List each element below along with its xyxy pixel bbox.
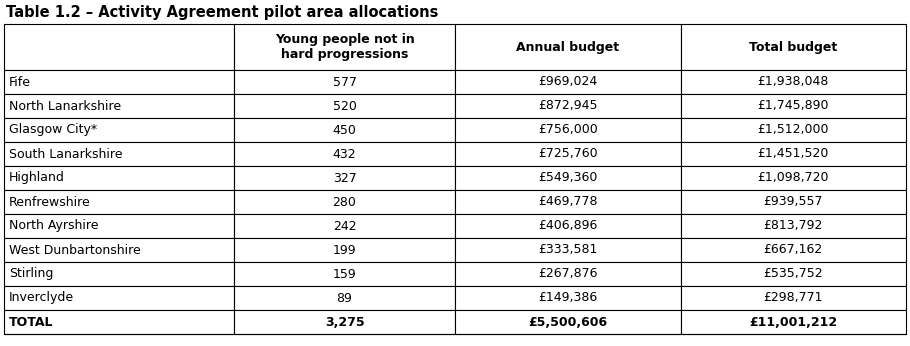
Bar [234, 310, 455, 334]
Bar [455, 238, 681, 262]
Bar [4, 310, 234, 334]
Bar [234, 262, 455, 286]
Text: Annual budget: Annual budget [516, 40, 620, 54]
Text: £149,386: £149,386 [538, 291, 597, 304]
Bar [455, 286, 681, 310]
Text: £406,896: £406,896 [538, 219, 598, 233]
Bar [4, 214, 234, 238]
Bar [455, 190, 681, 214]
Text: £872,945: £872,945 [538, 100, 598, 112]
Text: 327: 327 [333, 172, 357, 184]
Text: £969,024: £969,024 [538, 75, 597, 89]
Bar [234, 70, 455, 94]
Bar [681, 94, 906, 118]
Bar [455, 70, 681, 94]
Bar [4, 190, 234, 214]
Text: Inverclyde: Inverclyde [9, 291, 74, 304]
Text: £1,745,890: £1,745,890 [757, 100, 829, 112]
Bar [681, 310, 906, 334]
Bar [681, 24, 906, 70]
Bar [4, 262, 234, 286]
Text: 577: 577 [332, 75, 357, 89]
Text: North Ayrshire: North Ayrshire [9, 219, 98, 233]
Text: TOTAL: TOTAL [9, 316, 54, 328]
Text: Total budget: Total budget [749, 40, 837, 54]
Text: 520: 520 [332, 100, 357, 112]
Text: 199: 199 [333, 244, 357, 256]
Text: £549,360: £549,360 [538, 172, 598, 184]
Bar [681, 166, 906, 190]
Bar [455, 214, 681, 238]
Bar [455, 262, 681, 286]
Bar [681, 238, 906, 262]
Bar [234, 214, 455, 238]
Bar [455, 310, 681, 334]
Bar [455, 166, 681, 190]
Text: £535,752: £535,752 [763, 267, 823, 281]
Bar [681, 70, 906, 94]
Text: 242: 242 [333, 219, 357, 233]
Text: Glasgow City*: Glasgow City* [9, 124, 97, 137]
Text: Fife: Fife [9, 75, 31, 89]
Text: £469,778: £469,778 [538, 195, 598, 209]
Text: Stirling: Stirling [9, 267, 54, 281]
Bar [4, 24, 234, 70]
Text: £267,876: £267,876 [538, 267, 598, 281]
Text: £1,098,720: £1,098,720 [757, 172, 829, 184]
Bar [234, 94, 455, 118]
Bar [455, 118, 681, 142]
Text: 159: 159 [333, 267, 357, 281]
Text: Highland: Highland [9, 172, 65, 184]
Bar [234, 24, 455, 70]
Bar [681, 262, 906, 286]
Text: 450: 450 [332, 124, 357, 137]
Text: North Lanarkshire: North Lanarkshire [9, 100, 121, 112]
Text: Renfrewshire: Renfrewshire [9, 195, 91, 209]
Text: £1,512,000: £1,512,000 [757, 124, 829, 137]
Text: £756,000: £756,000 [538, 124, 598, 137]
Text: 3,275: 3,275 [325, 316, 364, 328]
Bar [4, 166, 234, 190]
Bar [234, 118, 455, 142]
Bar [455, 24, 681, 70]
Bar [681, 190, 906, 214]
Text: West Dunbartonshire: West Dunbartonshire [9, 244, 141, 256]
Bar [4, 70, 234, 94]
Text: 432: 432 [333, 147, 357, 161]
Text: £939,557: £939,557 [763, 195, 823, 209]
Text: South Lanarkshire: South Lanarkshire [9, 147, 123, 161]
Bar [234, 142, 455, 166]
Bar [234, 286, 455, 310]
Bar [455, 142, 681, 166]
Text: Table 1.2 – Activity Agreement pilot area allocations: Table 1.2 – Activity Agreement pilot are… [6, 5, 439, 20]
Bar [681, 286, 906, 310]
Bar [4, 142, 234, 166]
Text: £1,938,048: £1,938,048 [757, 75, 829, 89]
Bar [4, 238, 234, 262]
Bar [234, 190, 455, 214]
Text: £813,792: £813,792 [763, 219, 823, 233]
Bar [234, 238, 455, 262]
Text: £333,581: £333,581 [538, 244, 598, 256]
Bar [681, 118, 906, 142]
Bar [681, 214, 906, 238]
Bar [4, 94, 234, 118]
Text: 280: 280 [332, 195, 357, 209]
Text: £298,771: £298,771 [763, 291, 823, 304]
Bar [681, 142, 906, 166]
Text: £5,500,606: £5,500,606 [528, 316, 607, 328]
Text: £11,001,212: £11,001,212 [749, 316, 837, 328]
Bar [455, 94, 681, 118]
Text: £1,451,520: £1,451,520 [757, 147, 829, 161]
Bar [4, 286, 234, 310]
Text: 89: 89 [337, 291, 352, 304]
Text: £725,760: £725,760 [538, 147, 598, 161]
Text: Young people not in
hard progressions: Young people not in hard progressions [275, 33, 414, 61]
Text: £667,162: £667,162 [763, 244, 823, 256]
Bar [4, 118, 234, 142]
Bar [234, 166, 455, 190]
